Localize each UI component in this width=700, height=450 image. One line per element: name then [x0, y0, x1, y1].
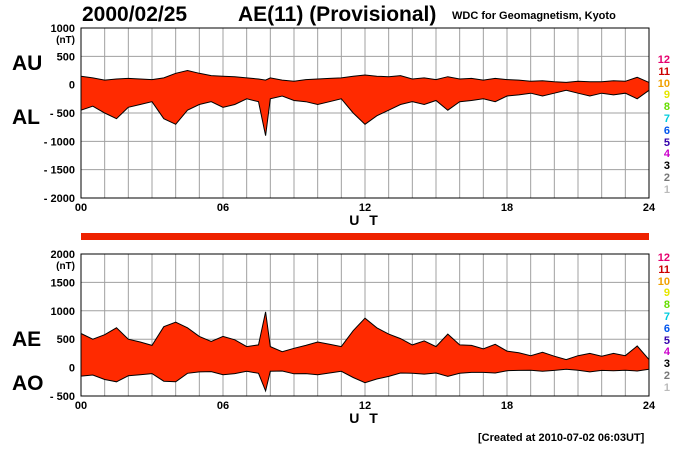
- ao-series-label: AO: [12, 372, 44, 395]
- plot-frame: [80, 27, 650, 199]
- filled-area: [81, 311, 649, 391]
- y-tick-label: - 1500: [44, 165, 75, 177]
- data-source: WDC for Geomagnetism, Kyoto: [452, 10, 616, 22]
- legend-item: 7: [663, 310, 670, 323]
- legend-item: 10: [657, 77, 670, 90]
- series-line-ao: [80, 368, 650, 393]
- legend-item: 6: [663, 322, 670, 335]
- legend-item: 1: [663, 381, 670, 394]
- legend-item: 12: [657, 252, 670, 264]
- legend-item: 11: [658, 263, 670, 276]
- station-count-bar: [81, 233, 649, 240]
- series-line-al: [80, 89, 650, 136]
- legend-item: 3: [663, 160, 670, 173]
- y-tick-label: - 2000: [44, 193, 75, 205]
- legend-item: 4: [663, 346, 670, 359]
- legend-item: 9: [663, 89, 670, 102]
- y-tick-label: 2000: [51, 249, 75, 261]
- x-tick-label: 18: [501, 202, 513, 214]
- plot-frame: [80, 253, 650, 397]
- x-tick-label: 18: [501, 400, 513, 412]
- y-tick-label: 500: [57, 334, 75, 346]
- y-tick-label: 500: [57, 51, 75, 63]
- legend-item: 8: [663, 299, 670, 312]
- x-axis-title: U T: [349, 410, 381, 426]
- ae-series-label: AE: [12, 328, 42, 351]
- legend-item: 5: [663, 136, 670, 149]
- x-tick-label: 06: [217, 400, 229, 412]
- x-tick-label: 24: [643, 202, 656, 214]
- legend-item: 3: [663, 358, 670, 371]
- x-tick-label: 24: [643, 400, 656, 412]
- legend-item: 7: [663, 112, 670, 125]
- legend-item: 1: [663, 183, 670, 196]
- lower-series-label: AL: [12, 106, 40, 129]
- legend-item: 8: [663, 101, 670, 114]
- x-axis-title: U T: [349, 212, 381, 228]
- x-tick-label: 06: [217, 202, 229, 214]
- series-line-au: [80, 69, 650, 83]
- y-tick-label: - 1000: [44, 136, 75, 148]
- created-timestamp: [Created at 2010-07-02 06:03UT]: [478, 432, 645, 444]
- legend-item: 2: [663, 369, 670, 382]
- filled-area: [81, 70, 649, 136]
- legend-item: 10: [657, 275, 670, 288]
- station-legend-bottom: 12 11 10 9 8 7 6 5 4 3 2 1: [652, 252, 670, 395]
- y-tick-label: 1500: [51, 277, 75, 289]
- legend-item: 11: [658, 65, 670, 78]
- y-tick-label: 1000: [51, 23, 75, 35]
- x-tick-label: 00: [75, 400, 87, 412]
- series-line-ae: [80, 311, 650, 361]
- x-tick-label: 00: [75, 202, 87, 214]
- legend-item: 2: [663, 171, 670, 184]
- y-tick-label: 0: [69, 80, 75, 92]
- legend-item: 4: [663, 148, 670, 161]
- chart-date: 2000/02/25: [82, 3, 188, 26]
- upper-series-label: AU: [12, 52, 43, 75]
- legend-item: 9: [663, 287, 670, 300]
- y-tick-label: 1000: [51, 306, 75, 318]
- y-tick-label: 0: [69, 363, 75, 375]
- x-tick-label: 12: [359, 202, 371, 214]
- y-tick-label: - 500: [50, 391, 75, 403]
- station-legend-top: 12 11 10 9 8 7 6 5 4 3 2 1: [652, 54, 670, 197]
- chart-title: AE(11) (Provisional): [238, 3, 437, 26]
- legend-item: 6: [663, 124, 670, 137]
- x-tick-label: 12: [359, 400, 371, 412]
- y-tick-label: - 500: [50, 108, 75, 120]
- au-al-panel: 1000 500 0 - 500 - 1000 - 1500 - 2000 (nT) 00 06 1…: [44, 23, 656, 228]
- legend-item: 12: [657, 54, 670, 66]
- ae-ao-panel: 2000 1500 1000 500 0 - 500 (nT) 00 06 12 18 24 U T: [50, 249, 656, 426]
- legend-item: 5: [663, 334, 670, 347]
- y-unit-label: (nT): [56, 261, 75, 272]
- y-unit-label: (nT): [56, 35, 75, 46]
